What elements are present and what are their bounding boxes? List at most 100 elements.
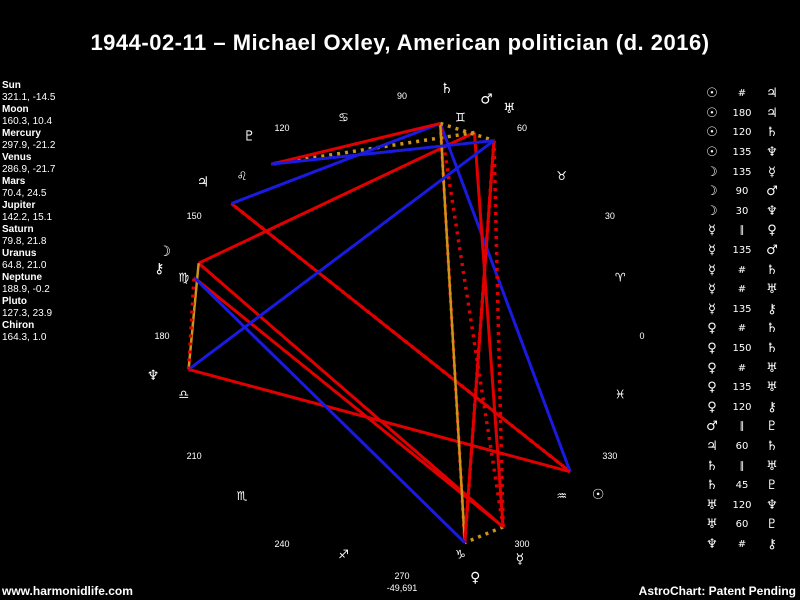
website-watermark: www.harmonidlife.com [2, 584, 133, 598]
planet2-glyph: ♄ [766, 341, 778, 357]
aspect-line-saturn-uranus-parallel [439, 121, 495, 143]
aspect-value: 60 [735, 519, 749, 531]
aspect-value: 60 [735, 440, 749, 452]
planet1-glyph: ♀ [707, 360, 717, 376]
planet1-glyph: ☉ [706, 86, 718, 102]
aspect-row: ♀ # ♅ [702, 358, 794, 378]
bottom-center-annotation: -49,691 [386, 583, 418, 593]
planet-lon-dec: 64.8, 21.0 [2, 260, 47, 271]
planet2-glyph: ♂ [766, 243, 778, 259]
planet2-glyph: ♆ [766, 203, 778, 219]
aspect-row: ☽ 30 ♆ [702, 202, 794, 222]
planet-name: Moon [2, 104, 29, 115]
aspect-value: # [737, 264, 747, 276]
degree-label-300: 300 [514, 539, 529, 549]
aspect-row: ☿ # ♅ [702, 280, 794, 300]
planet-name: Chiron [2, 320, 35, 331]
aspect-line-moon-mars-90 [198, 131, 476, 265]
aspect-row: ☽ 90 ♂ [702, 182, 794, 202]
aspect-value: # [737, 538, 747, 550]
degree-label-210: 210 [187, 451, 202, 461]
degree-label-180: 180 [154, 331, 169, 341]
planet2-glyph: ♄ [766, 321, 778, 337]
aspect-line-mercury-chiron-135 [193, 276, 505, 529]
planet1-glyph: ♀ [707, 321, 717, 337]
planet-lon-dec: 164.3, 1.0 [2, 332, 47, 343]
planet1-glyph: ♀ [707, 399, 717, 415]
planet-glyph-uranus: ♅ [503, 101, 516, 117]
planet1-glyph: ☽ [706, 184, 718, 200]
planet-entry-mercury: Mercury 297.9, -21.2 [2, 128, 55, 152]
sign-glyph-gemini: ♊ [455, 111, 466, 125]
planet2-glyph: ♅ [766, 380, 778, 396]
aspect-line-mercury-mars-135 [472, 132, 505, 528]
planet1-glyph: ♄ [706, 458, 718, 474]
planet2-glyph: ♅ [766, 360, 778, 376]
planet-name: Sun [2, 80, 21, 91]
planet-glyph-mercury: ☿ [516, 552, 525, 568]
planet2-glyph: ⚷ [767, 301, 777, 317]
planet1-glyph: ♆ [706, 536, 718, 552]
planet2-glyph: ♄ [766, 125, 778, 141]
degree-label-150: 150 [187, 211, 202, 221]
planet-name: Mars [2, 176, 26, 187]
aspect-row: ☿ 135 ⚷ [702, 300, 794, 320]
aspect-value: 120 [732, 127, 752, 139]
planet-entry-pluto: Pluto 127.3, 23.9 [2, 296, 55, 320]
degree-label-240: 240 [274, 539, 289, 549]
aspect-value: # [737, 284, 747, 296]
aspect-row: ☉ # ♃ [702, 84, 794, 104]
aspect-row: ♀ 150 ♄ [702, 339, 794, 359]
planet1-glyph: ☉ [706, 125, 718, 141]
aspect-value: 90 [735, 186, 749, 198]
aspect-row: ♀ 120 ⚷ [702, 398, 794, 418]
planet-lon-dec: 127.3, 23.9 [2, 308, 53, 319]
aspect-value: 150 [732, 343, 752, 355]
aspect-value: 45 [735, 480, 749, 492]
aspect-row: ♂ ∥ ♇ [702, 417, 794, 437]
planet1-glyph: ☽ [706, 164, 718, 180]
planet2-glyph: ♄ [766, 438, 778, 454]
planet2-glyph: ♇ [766, 517, 778, 533]
aspect-line-sun-jupiter-180 [230, 202, 572, 473]
aspect-value: 120 [732, 401, 752, 413]
aspect-row: ♄ 45 ♇ [702, 476, 794, 496]
planet-lon-dec: 321.1, -14.5 [2, 92, 56, 103]
degree-label-0: 0 [639, 331, 644, 341]
planet-entry-neptune: Neptune 188.9, -0.2 [2, 272, 55, 296]
planet1-glyph: ☿ [708, 282, 716, 298]
planet1-glyph: ☿ [708, 262, 716, 278]
planet-lon-dec: 188.9, -0.2 [2, 284, 50, 295]
sign-glyph-virgo: ♍ [178, 271, 189, 285]
planet1-glyph: ♃ [706, 438, 718, 454]
sign-glyph-aquarius: ♒ [556, 489, 567, 503]
aspect-line-saturn-pluto-45 [270, 121, 441, 166]
sign-glyph-libra: ♎ [178, 387, 189, 401]
sign-glyph-taurus: ♉ [556, 169, 567, 183]
aspect-row: ♀ # ♄ [702, 319, 794, 339]
aspect-row: ♄ ∥ ♅ [702, 456, 794, 476]
planet1-glyph: ☿ [708, 301, 716, 317]
planet-entry-jupiter: Jupiter 142.2, 15.1 [2, 200, 55, 224]
planet1-glyph: ☽ [706, 203, 718, 219]
planet1-glyph: ♅ [706, 517, 718, 533]
planet-lon-dec: 160.3, 10.4 [2, 116, 53, 127]
aspect-row: ☉ 135 ♆ [702, 143, 794, 163]
planet1-glyph: ☿ [708, 223, 716, 239]
planet-entry-uranus: Uranus 64.8, 21.0 [2, 248, 55, 272]
planet-glyph-chiron: ⚷ [154, 261, 164, 277]
planet2-glyph: ♄ [766, 262, 778, 278]
planet2-glyph: ♇ [766, 419, 778, 435]
planet-lon-dec: 79.8, 21.8 [2, 236, 47, 247]
planet-entry-sun: Sun 321.1, -14.5 [2, 80, 55, 104]
aspect-value: 135 [732, 382, 752, 394]
planet-glyph-moon: ☽ [158, 244, 171, 260]
planet-glyph-neptune: ♆ [147, 368, 160, 384]
planet2-glyph: ♅ [766, 282, 778, 298]
aspect-line-venus-chiron-120 [193, 276, 466, 544]
sign-glyph-cancer: ♋ [338, 111, 349, 125]
planet-entry-venus: Venus 286.9, -21.7 [2, 152, 55, 176]
aspect-value: 180 [732, 107, 752, 119]
planet2-glyph: ♀ [767, 223, 777, 239]
aspect-line-uranus-pluto-60 [270, 139, 495, 166]
